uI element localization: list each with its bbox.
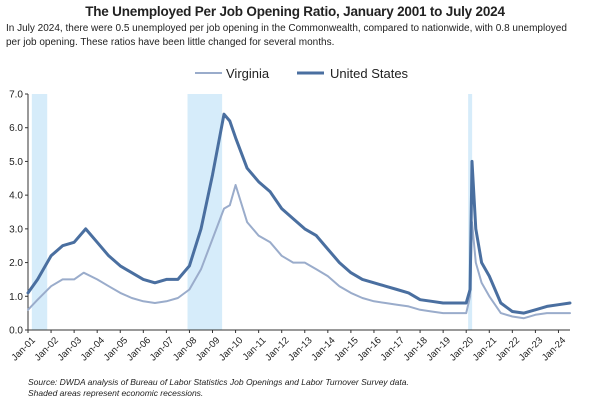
y-tick-label: 7.0: [9, 90, 23, 101]
source-line-1: Source: DWDA analysis of Bureau of Labor…: [28, 377, 409, 387]
x-tick-label: Jan-18: [402, 335, 430, 363]
x-tick-label: Jan-05: [102, 335, 130, 363]
x-tick-label: Jan-19: [425, 335, 453, 363]
x-tick-label: Jan-01: [9, 335, 37, 363]
chart-subtitle: In July 2024, there were 0.5 unemployed …: [6, 23, 567, 48]
x-tick-label: Jan-22: [494, 335, 522, 363]
x-tick-label: Jan-08: [171, 335, 199, 363]
recession-band-1: [31, 94, 48, 330]
y-tick-label: 2.0: [9, 258, 23, 269]
y-tick-label: 4.0: [9, 191, 23, 202]
legend-label-united-states: United States: [330, 66, 409, 81]
x-tick-label: Jan-13: [286, 335, 314, 363]
y-tick-label: 0.0: [9, 326, 23, 337]
series-line-united-states: [26, 112, 572, 315]
x-tick-label: Jan-03: [56, 335, 84, 363]
y-tick-label: 3.0: [9, 224, 23, 235]
x-tick-label: Jan-06: [125, 335, 153, 363]
x-tick-label: Jan-20: [448, 335, 476, 363]
x-tick-label: Jan-09: [194, 335, 222, 363]
x-tick-label: Jan-10: [217, 335, 245, 363]
y-tick-label: 5.0: [9, 157, 23, 168]
x-tick-label: Jan-15: [332, 335, 360, 363]
x-tick-label: Jan-07: [148, 335, 176, 363]
x-tick-label: Jan-12: [263, 335, 291, 363]
x-tick-label: Jan-02: [33, 335, 61, 363]
x-tick-label: Jan-11: [241, 335, 269, 363]
x-tick-label: Jan-21: [471, 335, 499, 363]
source-line-2: Shaded areas represent economic recessio…: [28, 388, 204, 398]
x-tick-label: Jan-14: [309, 335, 337, 363]
x-tick-label: Jan-23: [517, 335, 545, 363]
source-note: Source: DWDA analysis of Bureau of Labor…: [28, 377, 409, 399]
x-tick-label: Jan-04: [79, 335, 107, 363]
x-tick-label: Jan-24: [540, 335, 568, 363]
x-tick-label: Jan-17: [379, 335, 407, 363]
legend-label-virginia: Virginia: [226, 66, 270, 81]
series-line-virginia: [27, 184, 571, 320]
x-tick-label: Jan-16: [355, 335, 383, 363]
y-tick-label: 6.0: [9, 123, 23, 134]
chart-title: The Unemployed Per Job Opening Ratio, Ja…: [85, 4, 505, 19]
y-tick-label: 1.0: [9, 292, 23, 303]
